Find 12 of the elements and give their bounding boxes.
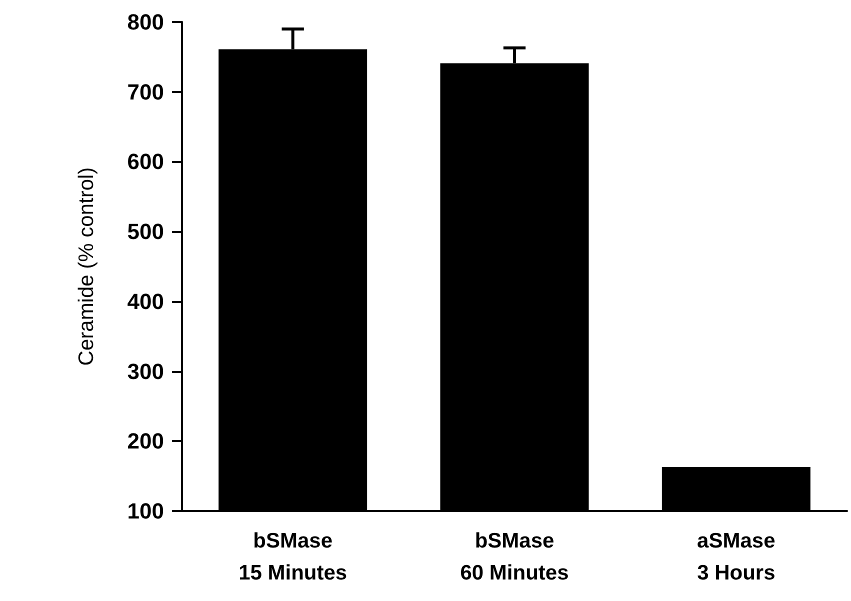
x-tick-label: bSMase 15 Minutes: [238, 530, 348, 584]
x-tick-label: aSMase 3 Hours: [697, 530, 776, 584]
y-axis-title: Ceramide (% control): [75, 167, 98, 366]
y-tick-label: 700: [127, 79, 164, 104]
x-tick-label: bSMase 60 Minutes: [460, 530, 569, 584]
y-tick-label: 200: [127, 428, 164, 454]
y-tick-label: 500: [127, 219, 164, 244]
y-tick-label: 400: [127, 288, 164, 314]
y-tick-label: 100: [127, 498, 164, 524]
y-tick-label: 600: [127, 149, 164, 174]
y-tick-label: 300: [127, 358, 164, 384]
y-tick-label: 800: [127, 10, 164, 34]
